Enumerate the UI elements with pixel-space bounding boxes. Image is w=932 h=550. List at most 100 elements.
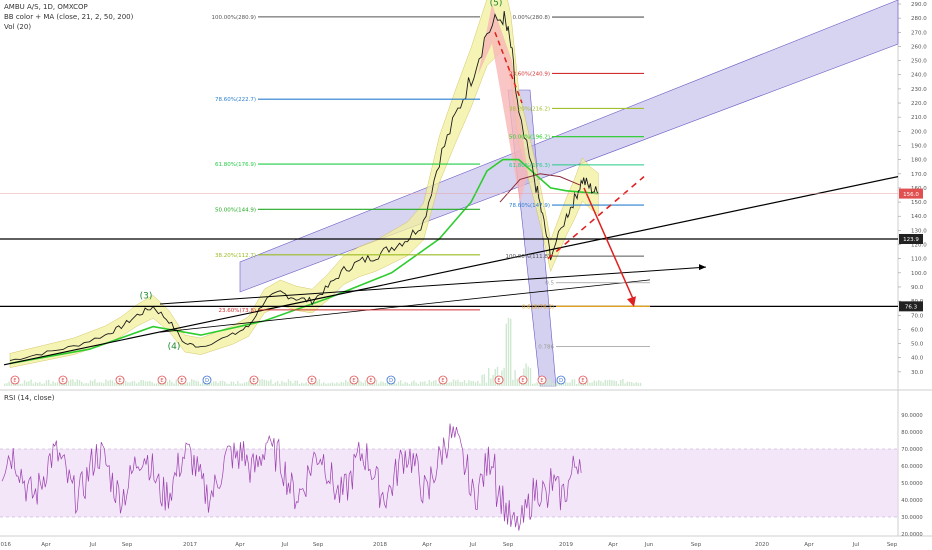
volume-bar bbox=[395, 383, 397, 386]
volume-bar bbox=[182, 382, 184, 386]
volume-bar bbox=[197, 381, 199, 386]
event-marker-label: E bbox=[540, 378, 543, 384]
volume-bar bbox=[448, 382, 450, 386]
event-marker bbox=[249, 375, 259, 385]
volume-bar bbox=[52, 381, 54, 386]
volume-bar bbox=[59, 382, 61, 386]
price-tag-bg bbox=[899, 301, 923, 312]
volume-bar bbox=[28, 381, 30, 386]
volume-bar bbox=[261, 379, 263, 386]
volume-bar bbox=[4, 383, 6, 386]
volume-bar bbox=[587, 380, 589, 386]
volume-bar bbox=[554, 383, 556, 386]
volume-bar bbox=[364, 380, 367, 386]
rsi-y-tick-label: 30.0000 bbox=[901, 515, 922, 521]
volume-bar bbox=[131, 381, 133, 386]
volume-bar bbox=[617, 383, 620, 386]
volume-bar bbox=[85, 382, 87, 386]
volume-bar bbox=[397, 381, 400, 386]
volume-bar bbox=[65, 382, 67, 386]
volume-bar bbox=[529, 367, 532, 386]
volume-bar bbox=[224, 381, 226, 386]
volume-bar bbox=[144, 381, 147, 386]
price-tag-bg bbox=[899, 188, 923, 199]
volume-bar bbox=[382, 381, 384, 386]
volume-bar bbox=[50, 383, 52, 386]
volume-bar bbox=[54, 382, 56, 386]
red-dashed-decline bbox=[494, 32, 523, 104]
volume-bar bbox=[133, 381, 136, 386]
fib-left-label: 100.00%(280.9) bbox=[211, 15, 256, 21]
volume-bar bbox=[78, 379, 81, 386]
y-tick-label: 290.0 bbox=[911, 2, 927, 8]
fib-right-label: 100.00%(111.8) bbox=[505, 254, 550, 260]
event-marker bbox=[578, 375, 588, 385]
volume-bar bbox=[622, 379, 624, 386]
volume-bar bbox=[43, 383, 45, 386]
volume-bar bbox=[452, 379, 455, 386]
volume-bar bbox=[111, 380, 114, 386]
volume-bar bbox=[635, 382, 637, 386]
rsi-y-tick-label: 80.0000 bbox=[901, 430, 922, 436]
volume-bar bbox=[510, 318, 512, 386]
volume-bar bbox=[538, 381, 540, 386]
volume-bar bbox=[565, 382, 567, 386]
volume-bar bbox=[274, 382, 276, 386]
volume-bar bbox=[257, 383, 259, 386]
trendline-long bbox=[3, 176, 899, 366]
event-marker bbox=[307, 375, 317, 385]
volume-bar bbox=[411, 381, 413, 386]
volume-bar bbox=[136, 383, 138, 386]
volume-bar bbox=[457, 379, 459, 386]
x-tick-label: 2019 bbox=[559, 542, 573, 548]
volume-bar bbox=[367, 382, 369, 386]
volume-bar bbox=[232, 381, 235, 386]
volume-bar bbox=[263, 379, 265, 386]
volume-bar bbox=[241, 383, 243, 386]
event-marker-label: E bbox=[369, 378, 372, 384]
volume-bar bbox=[107, 380, 109, 386]
event-marker-label: D bbox=[559, 378, 563, 384]
volume-bar bbox=[8, 381, 10, 386]
volume-bar bbox=[426, 383, 428, 386]
x-tick-label: Jun bbox=[644, 542, 654, 548]
volume-bar bbox=[193, 379, 195, 386]
volume-bar bbox=[226, 383, 228, 386]
volume-bar bbox=[171, 381, 173, 386]
volume-bar bbox=[34, 381, 37, 386]
event-marker bbox=[556, 375, 566, 385]
volume-bar bbox=[83, 383, 85, 386]
volume-bar bbox=[415, 382, 417, 386]
y-tick-label: 260.0 bbox=[911, 44, 927, 50]
volume-bar bbox=[290, 381, 292, 386]
volume-bar bbox=[600, 381, 602, 386]
event-marker bbox=[202, 375, 212, 385]
volume-bar bbox=[507, 317, 510, 386]
volume-bar bbox=[98, 382, 100, 386]
volume-bar bbox=[230, 381, 232, 386]
volume-bar bbox=[466, 383, 468, 386]
price-tag-label: 156.0 bbox=[903, 192, 919, 198]
volume-bar bbox=[45, 380, 48, 386]
volume-bar bbox=[39, 382, 41, 386]
volume-bar bbox=[309, 382, 312, 386]
volume-bar bbox=[556, 380, 558, 386]
volume-bar bbox=[393, 380, 395, 386]
x-tick-label: 2018 bbox=[373, 542, 387, 548]
volume-bar bbox=[422, 381, 424, 386]
volume-bar bbox=[173, 383, 175, 386]
volume-bar bbox=[296, 380, 298, 386]
y-tick-label: 210.0 bbox=[911, 115, 927, 121]
event-marker-label: E bbox=[118, 378, 121, 384]
volume-bar bbox=[301, 382, 303, 386]
x-tick-label: Jul bbox=[281, 542, 289, 548]
volume-bar bbox=[243, 382, 246, 386]
volume-bar bbox=[384, 382, 386, 386]
volume-bar bbox=[391, 382, 393, 386]
x-tick-label: Sep bbox=[503, 542, 514, 548]
volume-bar bbox=[576, 383, 578, 386]
volume-bar bbox=[569, 382, 571, 386]
volume-bar bbox=[279, 383, 281, 386]
volume-bar bbox=[342, 382, 345, 386]
volume-bar bbox=[468, 380, 470, 386]
